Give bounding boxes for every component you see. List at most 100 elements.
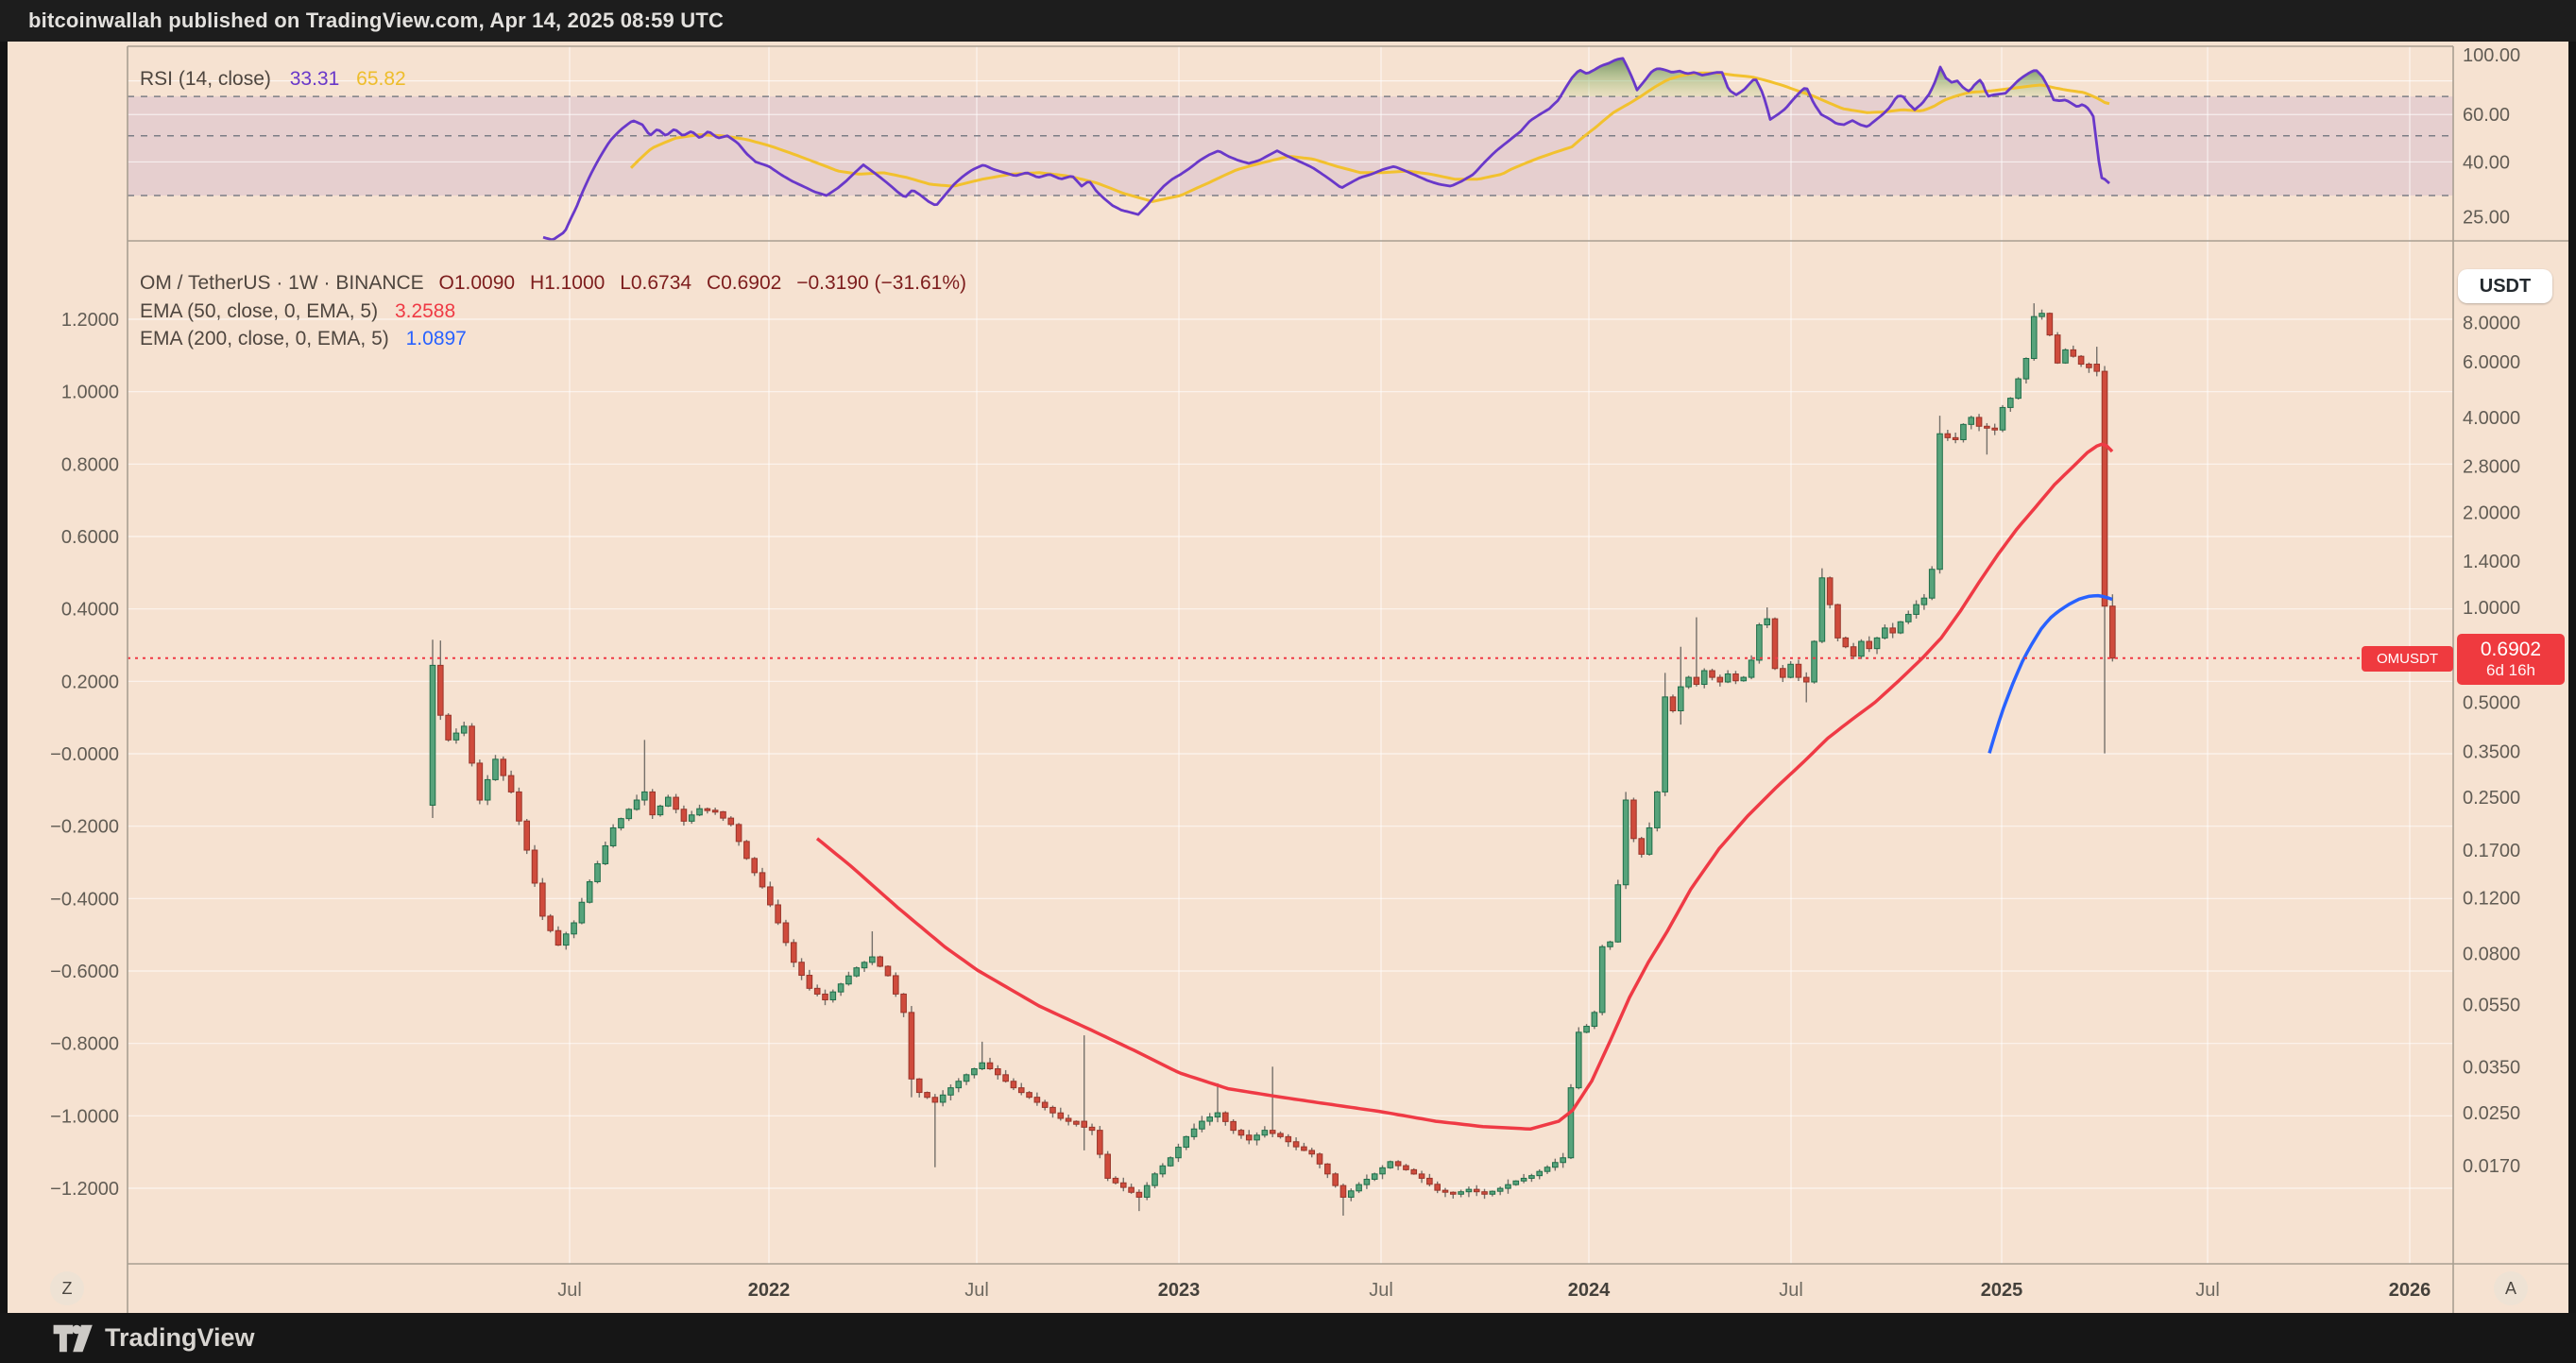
candle-up <box>1913 604 1919 615</box>
candle-down <box>759 872 766 888</box>
candle-up <box>1199 1120 1205 1130</box>
left-axis-tick: −0.8000 <box>50 1034 119 1055</box>
right-axis-tick: 6.0000 <box>2463 352 2520 373</box>
candle-up <box>641 791 648 801</box>
candle-up <box>1560 1157 1566 1164</box>
candle-down <box>1230 1120 1237 1132</box>
candle-down <box>1630 799 1637 840</box>
candle-up <box>2030 315 2038 360</box>
time-axis-tick: Jul <box>1369 1280 1393 1301</box>
candle-down <box>877 956 883 967</box>
last-price-badge[interactable]: 0.6902 6d 16h <box>2457 634 2565 685</box>
ema-lines <box>815 442 2114 1132</box>
candle-up <box>618 818 624 828</box>
candle-up <box>1152 1173 1158 1186</box>
candle-down <box>1450 1191 1457 1195</box>
candle-down <box>1112 1177 1119 1184</box>
candle-down <box>1693 676 1700 686</box>
candle-up <box>1520 1177 1527 1182</box>
candle-down <box>1975 417 1983 427</box>
candle-down <box>727 817 735 826</box>
candle-down <box>539 882 546 917</box>
candle-up <box>1787 663 1794 678</box>
candle-up <box>1764 618 1771 626</box>
candle-down <box>1802 676 1810 683</box>
candle-down <box>1017 1087 1025 1094</box>
candle-down <box>1866 640 1873 650</box>
candle-up <box>1748 659 1755 678</box>
tradingview-brand: TradingView <box>105 1323 255 1352</box>
candle-down <box>2101 370 2108 607</box>
tradingview-logo-icon[interactable] <box>52 1323 95 1354</box>
candle-up <box>1347 1190 1355 1198</box>
auto-scale-button[interactable]: A <box>2494 1271 2528 1305</box>
candle-down <box>1292 1141 1300 1148</box>
candle-up <box>594 862 601 882</box>
candle-up <box>602 844 609 864</box>
candle-down <box>1308 1150 1316 1155</box>
timezone-button[interactable]: Z <box>50 1271 84 1305</box>
left-axis-tick: −0.0000 <box>50 744 119 765</box>
candle-up <box>1598 946 1606 1014</box>
candle-down <box>711 809 719 813</box>
rsi-line <box>542 57 2110 242</box>
ema200-legend[interactable]: EMA (200, close, 0, EMA, 5) 1.0897 <box>140 328 467 350</box>
candle-down <box>1128 1186 1134 1193</box>
candle-down <box>2086 364 2092 368</box>
currency-toggle-button[interactable]: USDT <box>2458 269 2552 303</box>
candle-up <box>1646 826 1653 855</box>
candle-down <box>1065 1117 1072 1122</box>
ohlc-high: H1.1000 <box>529 272 606 294</box>
ema50-legend[interactable]: EMA (50, close, 0, EMA, 5) 3.2588 <box>140 300 455 323</box>
candle-up <box>1167 1157 1174 1167</box>
candle-up <box>1190 1128 1198 1137</box>
ema50-label: EMA (50, close, 0, EMA, 5) <box>140 300 379 322</box>
candle-up <box>688 814 695 822</box>
right-axis-tick: 1.0000 <box>2463 598 2520 619</box>
candle-down <box>1285 1135 1292 1143</box>
rsi-legend[interactable]: RSI (14, close) 33.31 65.82 <box>140 68 406 91</box>
left-axis-tick: −1.0000 <box>50 1106 119 1127</box>
candle-up <box>1928 569 1936 599</box>
candle-down <box>1394 1161 1402 1167</box>
candle-down <box>2070 349 2077 357</box>
candle-up <box>963 1074 970 1082</box>
left-axis-tick: −0.2000 <box>50 817 119 838</box>
candle-down <box>1889 627 1896 634</box>
candle-down <box>1732 673 1739 682</box>
candle-down <box>649 791 656 816</box>
ema200-label: EMA (200, close, 0, EMA, 5) <box>140 328 389 349</box>
candle-down <box>1222 1112 1229 1122</box>
candle-up <box>2015 378 2022 400</box>
candle-down <box>2109 605 2116 659</box>
candle-up <box>1458 1191 1464 1195</box>
candle-up <box>578 901 586 924</box>
candle-down <box>1339 1184 1347 1198</box>
rsi-axis-tick: 100.00 <box>2463 45 2520 66</box>
candle-down <box>680 809 688 822</box>
candle-down <box>1073 1120 1080 1125</box>
symbol-legend[interactable]: OM / TetherUS · 1W · BINANCE O1.0090 H1.… <box>140 272 966 295</box>
candle-down <box>1716 676 1724 683</box>
candle-down <box>1780 668 1786 678</box>
axis-labels: 1.2000 1.0000 0.8000 0.6000 0.4000 0.2000 −0.0… <box>50 45 2520 1301</box>
candle-down <box>1944 433 1952 438</box>
candle-down <box>1277 1133 1284 1137</box>
candle-down <box>1332 1173 1339 1186</box>
candle-up <box>586 880 593 903</box>
bar-countdown: 6d 16h <box>2486 661 2535 680</box>
candle-down <box>704 808 711 811</box>
candle-up <box>1143 1184 1151 1198</box>
rsi-axis-tick: 40.00 <box>2463 152 2510 173</box>
candle-up <box>939 1094 947 1103</box>
candle-down <box>476 762 484 801</box>
candle-down <box>915 1078 923 1094</box>
candle-up <box>1968 417 1975 425</box>
candle-down <box>806 975 813 989</box>
candle-down <box>1301 1146 1307 1151</box>
candle-down <box>735 824 742 843</box>
candle-down <box>1434 1184 1441 1191</box>
candle-up <box>609 826 617 846</box>
candle-up <box>845 975 852 985</box>
